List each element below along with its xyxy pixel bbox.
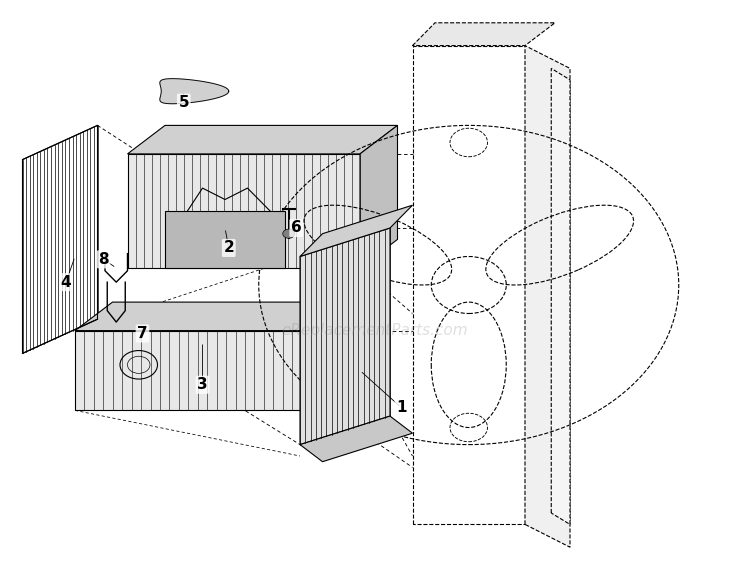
Polygon shape: [128, 154, 360, 268]
Text: 1: 1: [396, 400, 406, 415]
Text: 4: 4: [61, 275, 71, 290]
Text: 3: 3: [197, 377, 208, 392]
Polygon shape: [300, 416, 412, 462]
Text: 8: 8: [98, 252, 109, 267]
Polygon shape: [128, 125, 398, 154]
Polygon shape: [413, 23, 555, 46]
Polygon shape: [360, 125, 398, 268]
Text: eReplacementParts.com: eReplacementParts.com: [282, 323, 468, 338]
Circle shape: [283, 229, 295, 238]
Polygon shape: [551, 68, 570, 524]
Polygon shape: [525, 46, 570, 547]
Polygon shape: [165, 211, 285, 268]
Polygon shape: [75, 331, 330, 410]
Polygon shape: [330, 302, 368, 410]
Text: 7: 7: [137, 326, 148, 341]
Polygon shape: [160, 79, 229, 104]
Polygon shape: [75, 302, 368, 331]
Polygon shape: [300, 205, 412, 256]
Text: 6: 6: [291, 221, 302, 235]
Text: 5: 5: [178, 95, 189, 110]
Text: 2: 2: [224, 241, 234, 255]
Polygon shape: [300, 228, 390, 445]
